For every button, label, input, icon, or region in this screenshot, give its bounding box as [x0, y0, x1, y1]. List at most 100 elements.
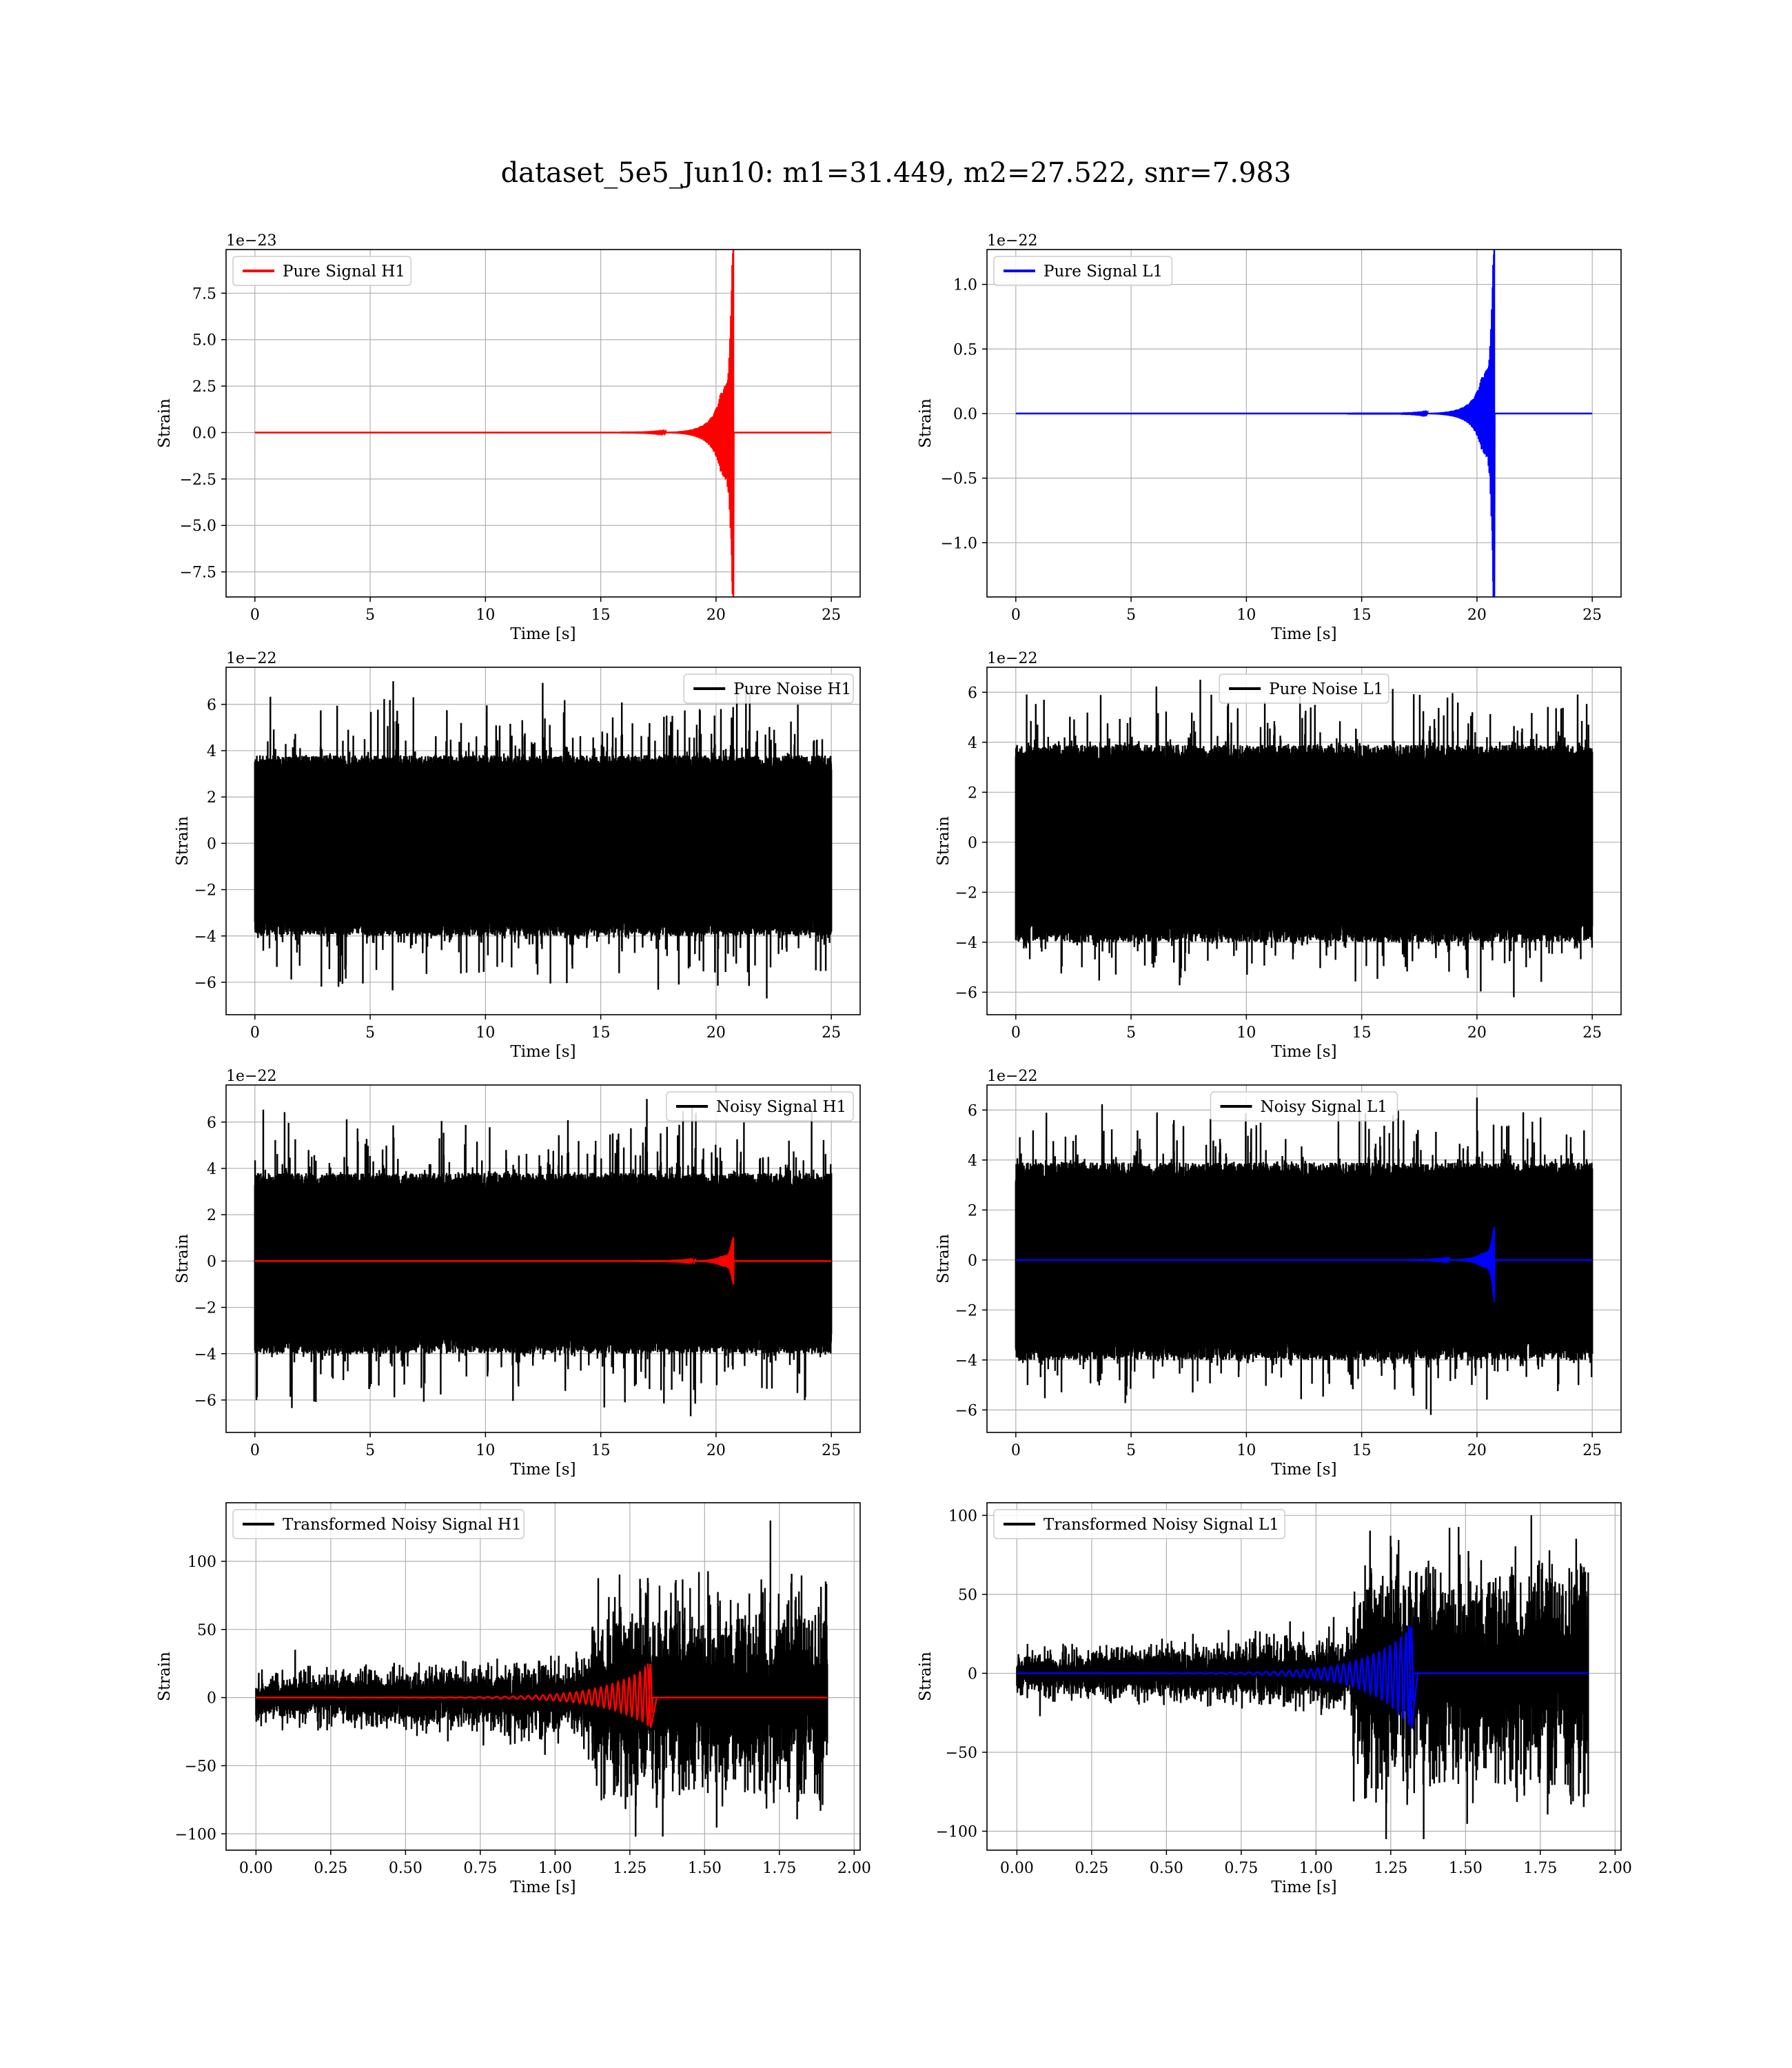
- x-tick-label: 1.50: [1449, 1860, 1483, 1877]
- legend-box: [993, 1509, 1285, 1539]
- series-8-1: [1016, 1515, 1589, 1840]
- x-axis-label: Time [s]: [1271, 1043, 1336, 1061]
- x-tick-label: 10: [476, 607, 495, 624]
- offset-text: 1e−23: [226, 232, 276, 250]
- plot-area: [254, 1099, 833, 1417]
- axes-frame: [225, 249, 861, 598]
- legend-entry: Noisy Signal L1: [1261, 1098, 1387, 1116]
- axes-frame: [986, 249, 1622, 598]
- y-tick-label: 0: [968, 835, 977, 852]
- y-axis-label: Strain: [917, 398, 935, 448]
- legend: Noisy Signal H1: [666, 1091, 854, 1122]
- legend-box: [1219, 673, 1389, 704]
- legend: Pure Noise H1: [683, 673, 854, 704]
- y-tick-label: −2: [194, 1300, 216, 1317]
- y-tick-label: 4: [207, 1161, 216, 1178]
- chart-noisy-signal-l1: 0 5 10 15 20 25 −6 −4 −2 0 2 4 6 Time [s] Strain 1e−22 N…: [935, 1068, 1622, 1479]
- y-tick-label: 0.5: [953, 341, 977, 358]
- y-tick-label: 5.0: [192, 332, 216, 349]
- series-6-2: [1015, 1227, 1593, 1303]
- chart-pure-signal-l1: 0 5 10 15 20 25 −1.0 −0.5 0.0 0.5 1.0 Time [s] Strai…: [917, 232, 1622, 643]
- y-tick-label: 100: [187, 1554, 216, 1571]
- y-tick-label: −0.5: [941, 471, 977, 488]
- axes-frame: [225, 667, 861, 1015]
- y-tick-label: 2: [968, 1202, 977, 1219]
- axes-frame: [986, 667, 1622, 1015]
- grid: [987, 250, 1621, 597]
- series-5-2: [254, 1237, 832, 1285]
- chart-pure-noise-l1: 0 5 10 15 20 25 −6 −4 −2 0 2 4 6 Time [s] Strain 1e−22 P…: [935, 650, 1622, 1061]
- axes-frame: [986, 1084, 1622, 1433]
- x-tick-label: 20: [1467, 1024, 1487, 1042]
- x-tick-label: 0.50: [1150, 1860, 1183, 1877]
- x-tick-label: 15: [591, 607, 611, 624]
- signal-trace: [256, 1663, 828, 1728]
- x-axis-label: Time [s]: [510, 1043, 576, 1061]
- y-axis-label: Strain: [935, 816, 953, 866]
- figure-title: dataset_5e5_Jun10: m1=31.449, m2=27.522,…: [500, 157, 1292, 189]
- x-tick-label: 20: [1467, 1442, 1487, 1459]
- chart-transformed-noisy-signal-l1: 0.00 0.25 0.50 0.75 1.00 1.25 1.50 1.75 2.00 −100…: [917, 1502, 1632, 1896]
- offset-text: 1e−22: [226, 650, 276, 667]
- y-tick-label: 4: [968, 1153, 977, 1170]
- y-tick-label: 6: [968, 1102, 977, 1119]
- y-tick-label: −50: [185, 1758, 216, 1775]
- x-tick-label: 0.00: [239, 1860, 273, 1877]
- x-tick-label: 0.25: [1075, 1860, 1108, 1877]
- x-tick-label: 0: [1011, 607, 1021, 624]
- y-axis-label: Strain: [156, 1652, 174, 1701]
- x-axis-label: Time [s]: [510, 1878, 576, 1896]
- x-tick-label: 0: [1011, 1442, 1021, 1459]
- x-axis-label: Time [s]: [1271, 1878, 1336, 1896]
- y-tick-label: −7.5: [180, 565, 216, 582]
- x-tick-label: 25: [822, 1442, 841, 1459]
- offset-text: 1e−22: [987, 650, 1037, 667]
- x-tick-label: 5: [1126, 1442, 1136, 1459]
- axes-frame: [986, 1502, 1622, 1851]
- x-tick-label: 5: [365, 607, 375, 624]
- legend: Noisy Signal L1: [1210, 1091, 1398, 1122]
- x-tick-label: 15: [1352, 1442, 1372, 1459]
- offset-text: 1e−22: [987, 232, 1037, 250]
- x-tick-label: 5: [1126, 1024, 1136, 1042]
- series-1-1: [254, 250, 832, 597]
- series-7-2: [256, 1663, 828, 1728]
- y-tick-label: 0: [207, 1253, 216, 1270]
- x-tick-label: 20: [706, 1442, 726, 1459]
- x-tick-label: 25: [822, 1024, 841, 1042]
- y-tick-label: −100: [175, 1826, 216, 1843]
- x-tick-label: 15: [591, 1024, 611, 1042]
- y-tick-label: 6: [207, 697, 216, 714]
- axes-frame: [225, 1502, 861, 1851]
- series-7-1: [255, 1520, 828, 1837]
- x-tick-label: 0.75: [1224, 1860, 1258, 1877]
- x-tick-label: 1.50: [688, 1860, 722, 1877]
- y-tick-label: 0: [207, 835, 216, 853]
- x-tick-label: 20: [706, 607, 726, 624]
- x-tick-label: 25: [822, 607, 841, 624]
- plot-area: [254, 250, 832, 597]
- plot-area: [254, 681, 833, 999]
- x-tick-label: 10: [476, 1024, 495, 1042]
- noise-trace: [254, 681, 833, 999]
- y-tick-label: 7.5: [192, 285, 216, 303]
- y-tick-label: 2: [207, 789, 216, 807]
- x-tick-label: 15: [591, 1442, 611, 1459]
- y-tick-label: 0.0: [192, 425, 216, 442]
- legend: Pure Noise L1: [1219, 673, 1389, 704]
- x-tick-label: 0.50: [389, 1860, 422, 1877]
- x-axis-label: Time [s]: [1271, 1461, 1336, 1479]
- y-tick-label: −6: [955, 1402, 977, 1419]
- x-tick-label: 1.75: [1523, 1860, 1557, 1877]
- y-tick-label: −2: [194, 882, 216, 900]
- x-tick-label: 10: [476, 1442, 495, 1459]
- offset-text: 1e−22: [226, 1068, 276, 1085]
- plot-area: [255, 1520, 828, 1837]
- legend-entry: Noisy Signal H1: [716, 1098, 846, 1116]
- y-tick-label: 4: [207, 743, 216, 760]
- y-tick-label: −6: [194, 1392, 216, 1410]
- chart-noisy-signal-h1: 0 5 10 15 20 25 −6 −4 −2 0 2 4 6 Time [s] Strain 1e−22 N…: [174, 1068, 861, 1479]
- y-tick-label: 4: [968, 735, 977, 752]
- y-tick-label: 50: [958, 1587, 977, 1604]
